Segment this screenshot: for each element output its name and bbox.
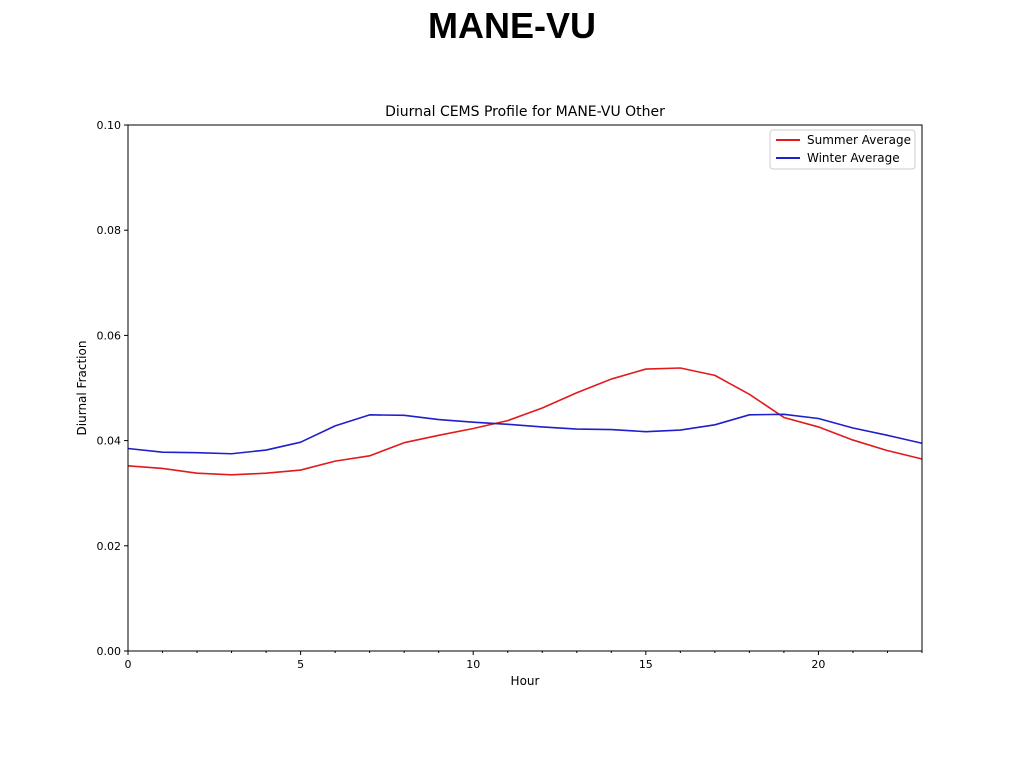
x-tick-label: 10: [466, 658, 480, 671]
x-tick-label: 5: [297, 658, 304, 671]
axis-ticks: 0 5 10 15 20 0.00 0.02 0.04 0.06 0.08 0.10: [97, 119, 923, 671]
x-tick-label: 20: [811, 658, 825, 671]
y-tick-label: 0.00: [97, 645, 122, 658]
y-axis-label: Diurnal Fraction: [75, 341, 89, 436]
slide-title: MANE-VU: [428, 5, 596, 46]
series-line-winter: [127, 413, 923, 455]
chart-title: Diurnal CEMS Profile for MANE-VU Other: [385, 104, 665, 120]
y-tick-label: 0.06: [97, 329, 122, 342]
x-tick-label: 15: [639, 658, 653, 671]
x-tick-label: 0: [125, 658, 132, 671]
x-axis-label: Hour: [511, 674, 540, 688]
legend-box: [769, 129, 916, 170]
series-line-summer: [127, 367, 923, 476]
y-tick-label: 0.10: [97, 119, 122, 132]
plot-frame: [127, 124, 923, 652]
y-tick-label: 0.08: [97, 224, 122, 237]
series-lines: [127, 367, 923, 476]
legend-label-summer: Summer Average: [807, 133, 911, 147]
chart-legend: Summer Average Winter Average: [769, 129, 916, 170]
legend-label-winter: Winter Average: [807, 151, 900, 165]
y-tick-label: 0.02: [97, 540, 122, 553]
y-tick-label: 0.04: [97, 435, 122, 448]
